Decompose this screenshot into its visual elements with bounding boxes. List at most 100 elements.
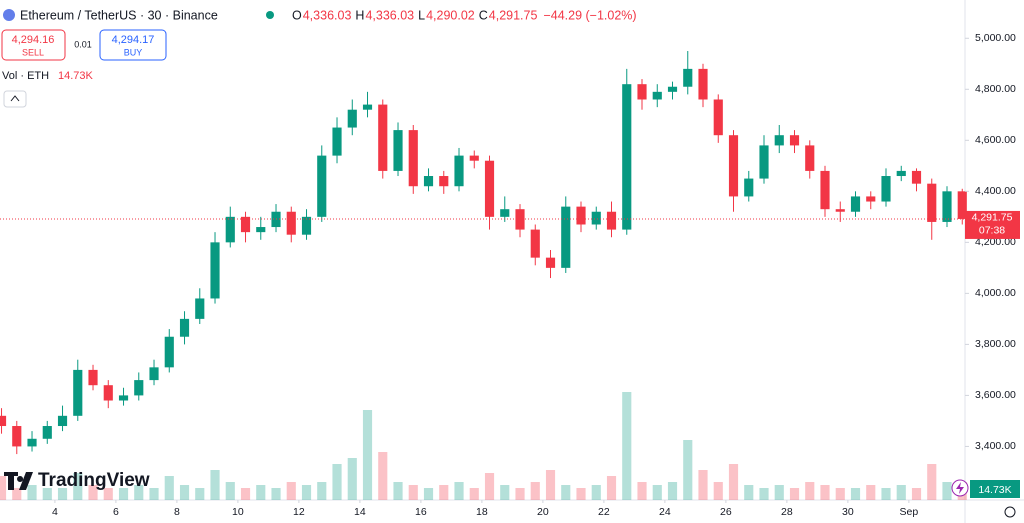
volume-bar xyxy=(911,488,922,500)
volume-bar xyxy=(759,488,769,500)
volume-bar xyxy=(805,482,815,500)
volume-bar xyxy=(57,488,68,500)
volume-bar xyxy=(439,485,449,500)
volume-bar xyxy=(378,452,388,500)
candle-body xyxy=(713,99,723,136)
candle-body xyxy=(744,178,754,197)
volume-bar xyxy=(73,473,83,500)
buy-button[interactable] xyxy=(99,29,167,61)
x-tick-label: 24 xyxy=(659,506,671,518)
candle-body xyxy=(896,170,906,177)
candle-body xyxy=(911,170,922,184)
candle-body xyxy=(759,145,769,179)
candle-body xyxy=(530,229,540,258)
candle-body xyxy=(317,155,327,217)
settings-button[interactable] xyxy=(1004,506,1016,518)
candle-body xyxy=(454,155,464,187)
plot-area xyxy=(0,51,967,500)
candle-body xyxy=(484,160,495,217)
volume-bar xyxy=(881,488,891,500)
candle-body xyxy=(103,385,113,401)
volume-bar xyxy=(835,488,845,500)
volume-bar xyxy=(393,482,403,500)
market-status xyxy=(266,11,274,19)
buy-price: 4,294.17 xyxy=(112,34,155,46)
x-tick-label: 8 xyxy=(174,506,180,518)
volume-bar xyxy=(728,464,739,500)
ohlc-label: C xyxy=(479,8,488,22)
candle-body xyxy=(134,380,144,396)
candle-body xyxy=(942,191,952,222)
x-tick-label: Sep xyxy=(900,506,919,518)
y-tick-label: 5,000.00 xyxy=(975,32,1016,44)
volume-bar xyxy=(774,485,784,500)
ohlc-label: O xyxy=(292,8,302,22)
x-tick-label: 16 xyxy=(415,506,427,518)
volume-bar xyxy=(317,482,327,500)
candle-body xyxy=(27,438,37,447)
ohlc-legend: O 4,336.03 H 4,336.03 L 4,290.02 C 4,291.75 −44.… xyxy=(292,8,637,22)
candle-body xyxy=(0,415,7,427)
candle-body xyxy=(500,209,510,217)
y-tick-label: 4,400.00 xyxy=(975,185,1016,197)
volume-legend-value: 14.73K xyxy=(58,70,94,82)
x-tick-label: 12 xyxy=(293,506,305,518)
volume-bar xyxy=(500,485,510,500)
x-tick-label: 14 xyxy=(354,506,366,518)
volume-bar xyxy=(103,488,113,500)
ohlc-label: H xyxy=(355,8,364,22)
candle-body xyxy=(286,211,296,235)
collapse-button[interactable] xyxy=(3,90,27,108)
candle-body xyxy=(378,104,388,171)
candle-body xyxy=(515,209,525,230)
sell-price: 4,294.16 xyxy=(12,34,55,46)
volume-bar xyxy=(561,485,571,500)
candle-body xyxy=(362,104,373,110)
candle-body xyxy=(118,395,129,401)
y-tick-label: 4,200.00 xyxy=(975,236,1016,248)
candle-body xyxy=(820,170,830,210)
candle-body xyxy=(850,196,861,212)
volume-bar xyxy=(271,488,281,500)
volume-bar xyxy=(88,485,98,500)
change: −44.29 (−1.02%) xyxy=(543,8,636,22)
volume-bar xyxy=(164,476,174,500)
candle-body xyxy=(698,68,708,100)
volume-bar xyxy=(286,482,296,500)
ohlc-value: 4,336.03 xyxy=(365,8,414,22)
y-tick-label: 3,600.00 xyxy=(975,389,1016,401)
x-tick-label: 28 xyxy=(781,506,793,518)
candle-body xyxy=(606,211,617,230)
volume-bar xyxy=(896,485,906,500)
candle-body xyxy=(469,155,479,161)
y-tick-label: 4,000.00 xyxy=(975,287,1016,299)
candle-body xyxy=(57,415,68,427)
volume-bar xyxy=(545,470,556,500)
volume-bar xyxy=(667,482,678,500)
volume-bar xyxy=(149,488,159,500)
candle-body xyxy=(88,369,98,386)
volume-bar xyxy=(301,485,312,500)
volume-bar xyxy=(683,440,693,500)
chart-title[interactable]: Ethereum / TetherUS · 30 · Binance xyxy=(20,8,218,22)
volume-bar xyxy=(332,464,342,500)
candle-body xyxy=(927,183,937,222)
candle-body xyxy=(423,176,434,187)
ohlc-label: L xyxy=(418,8,425,22)
candle-body xyxy=(439,176,449,187)
volume-tag xyxy=(970,480,1020,498)
x-tick-label: 18 xyxy=(476,506,488,518)
x-tick-label: 4 xyxy=(52,506,58,518)
candle-body xyxy=(728,135,739,197)
candle-body xyxy=(591,211,601,225)
candle-body xyxy=(73,369,83,416)
candle-body xyxy=(42,426,52,439)
candle-body xyxy=(12,426,22,447)
sell-button[interactable] xyxy=(1,29,66,61)
volume-bar xyxy=(713,482,723,500)
x-tick-label: 22 xyxy=(598,506,610,518)
volume-bar xyxy=(256,485,266,500)
volume-bar xyxy=(789,488,800,500)
logo-icon xyxy=(4,472,33,490)
